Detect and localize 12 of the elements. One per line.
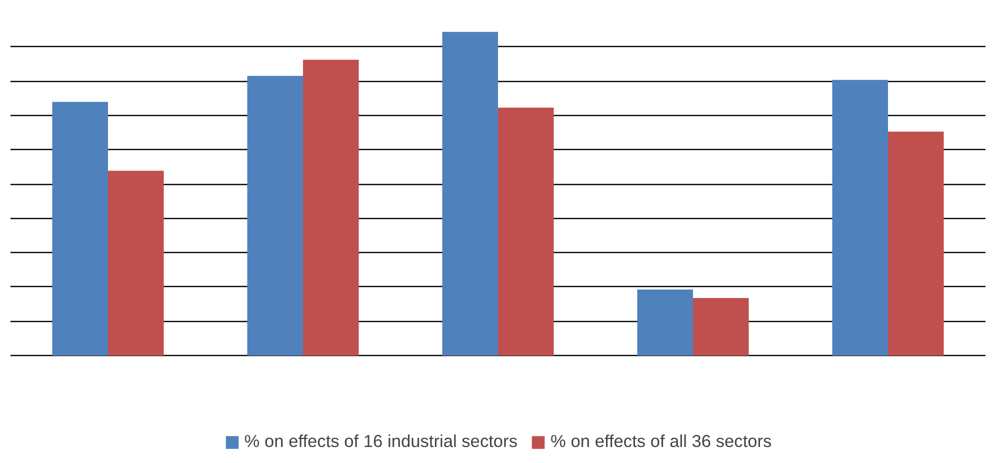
bar — [247, 76, 303, 356]
legend-label: % on effects of all 36 sectors — [550, 431, 772, 452]
bar — [888, 132, 944, 356]
bar — [693, 298, 749, 356]
bar — [52, 102, 108, 356]
bar — [498, 108, 554, 356]
legend-label: % on effects of 16 industrial sectors — [244, 431, 518, 452]
bar — [832, 80, 888, 356]
bar — [442, 32, 498, 356]
bar — [303, 60, 359, 356]
bar — [637, 290, 693, 356]
bar — [108, 170, 164, 356]
